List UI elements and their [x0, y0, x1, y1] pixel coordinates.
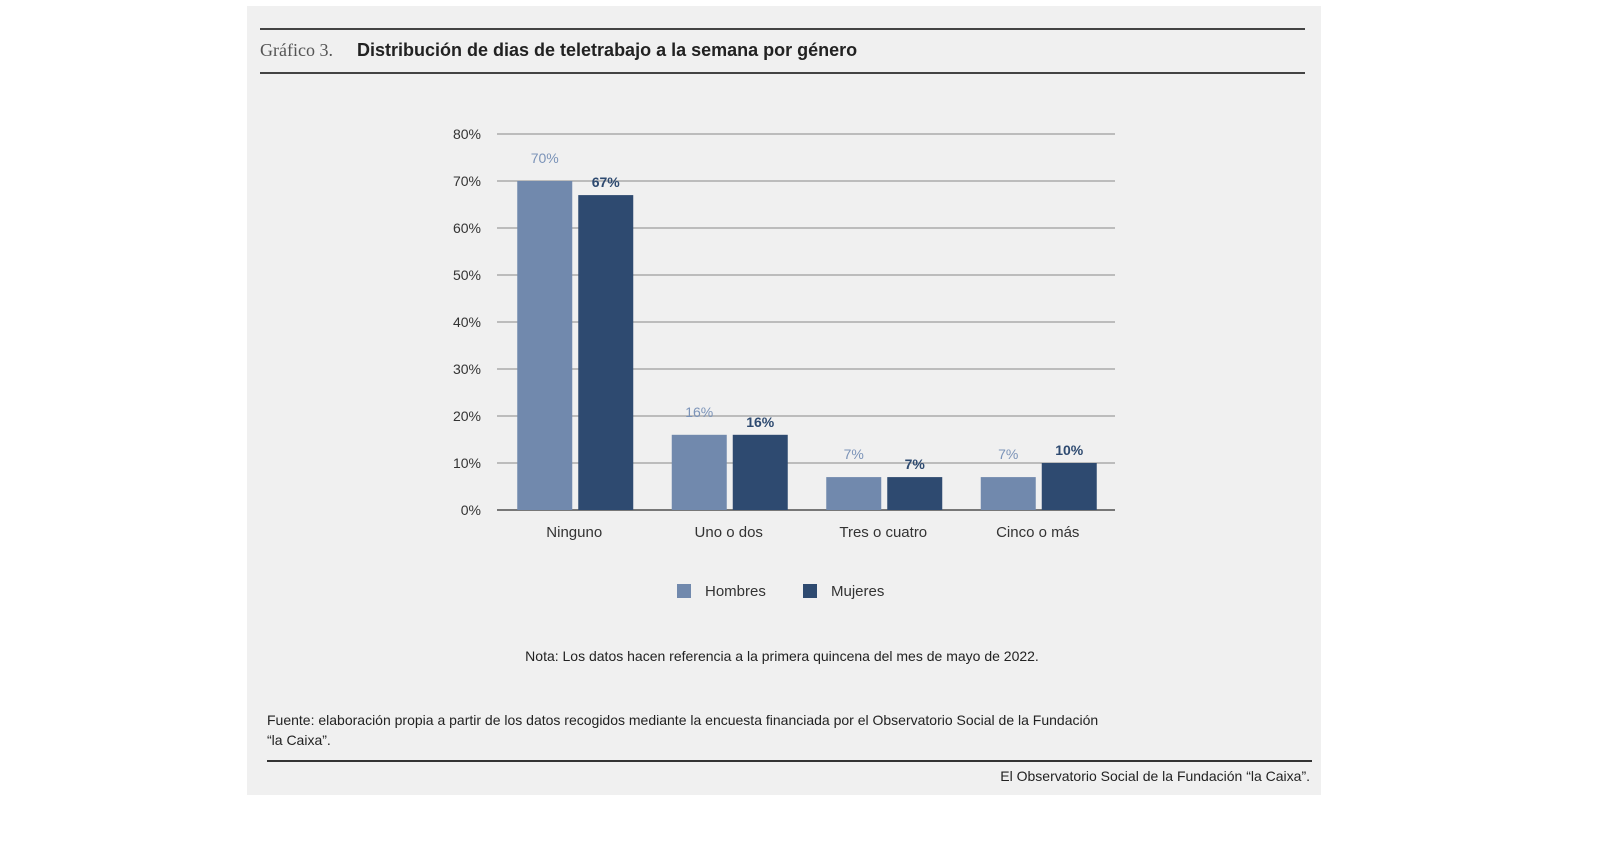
- bar-mujeres: [732, 434, 788, 510]
- y-tick-label: 60%: [453, 220, 481, 236]
- figure-label: Gráfico 3.: [260, 40, 333, 60]
- legend-swatch: [803, 584, 817, 598]
- data-label: 67%: [592, 174, 621, 190]
- data-label: 7%: [998, 446, 1018, 462]
- legend-label: Hombres: [705, 583, 766, 600]
- data-label: 10%: [1055, 442, 1084, 458]
- y-tick-label: 70%: [453, 173, 481, 189]
- y-tick-label: 20%: [453, 408, 481, 424]
- data-label: 16%: [685, 404, 713, 420]
- data-label: 70%: [531, 150, 559, 166]
- source-line-2: “la Caixa”.: [267, 732, 331, 748]
- y-tick-label: 50%: [453, 267, 481, 283]
- bar-hombres: [671, 434, 727, 510]
- x-tick-label: Cinco o más: [996, 524, 1079, 541]
- bar-hombres: [517, 181, 573, 510]
- bar-hombres: [980, 477, 1036, 510]
- x-tick-label: Tres o cuatro: [839, 524, 927, 541]
- legend-label: Mujeres: [831, 583, 884, 600]
- source-line-1: Fuente: elaboración propia a partir de l…: [267, 712, 1098, 728]
- bar-mujeres: [887, 477, 943, 510]
- x-tick-label: Uno o dos: [695, 524, 763, 541]
- bar-hombres: [826, 477, 882, 510]
- data-label: 7%: [905, 456, 926, 472]
- chart-title: Distribución de dias de teletrabajo a la…: [357, 40, 857, 60]
- x-tick-label: Ninguno: [546, 524, 602, 541]
- data-label: 16%: [746, 414, 775, 430]
- y-tick-label: 30%: [453, 361, 481, 377]
- footer-credit: El Observatorio Social de la Fundación “…: [1000, 768, 1310, 784]
- data-label: 7%: [844, 446, 864, 462]
- chart-panel: [247, 6, 1321, 795]
- bar-mujeres: [1041, 463, 1097, 510]
- legend-swatch: [677, 584, 691, 598]
- y-tick-label: 80%: [453, 126, 481, 142]
- chart-note: Nota: Los datos hacen referencia a la pr…: [525, 648, 1039, 664]
- bar-mujeres: [578, 195, 634, 510]
- y-tick-label: 40%: [453, 314, 481, 330]
- y-tick-label: 10%: [453, 455, 481, 471]
- y-tick-label: 0%: [461, 502, 481, 518]
